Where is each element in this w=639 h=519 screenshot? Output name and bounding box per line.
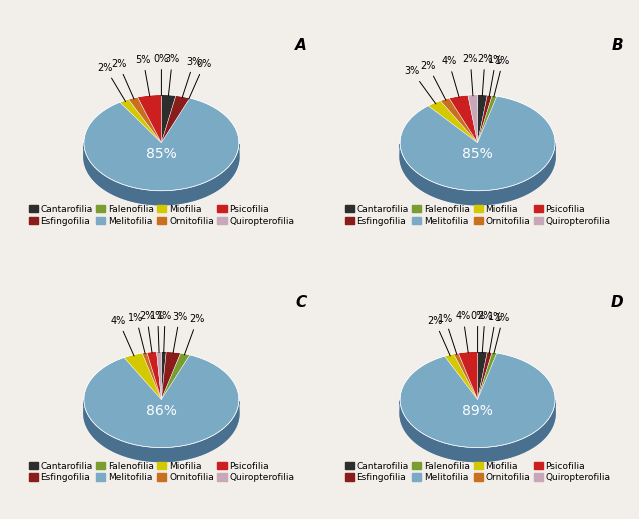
Polygon shape (162, 351, 181, 400)
Text: 0%: 0% (154, 54, 169, 95)
Text: 86%: 86% (146, 404, 177, 418)
Polygon shape (477, 95, 492, 143)
Text: 2%: 2% (98, 63, 126, 102)
Text: 0%: 0% (470, 311, 485, 352)
Polygon shape (84, 143, 239, 204)
Ellipse shape (400, 365, 555, 461)
Text: A: A (295, 38, 307, 53)
Polygon shape (445, 354, 477, 400)
Ellipse shape (400, 108, 555, 204)
Text: 2%: 2% (463, 54, 478, 96)
Polygon shape (157, 351, 162, 400)
Polygon shape (449, 95, 477, 143)
Text: 3%: 3% (172, 312, 187, 353)
Polygon shape (147, 351, 162, 400)
Polygon shape (124, 353, 162, 400)
Polygon shape (477, 352, 497, 400)
Polygon shape (454, 353, 477, 400)
Polygon shape (400, 400, 555, 461)
Text: 89%: 89% (462, 404, 493, 418)
Polygon shape (84, 401, 239, 461)
Text: B: B (612, 38, 623, 53)
Text: 3%: 3% (404, 66, 436, 104)
Text: 1%: 1% (488, 312, 504, 353)
Legend: Cantarofilia, Esfingofilia, Falenofilia, Melitofilia, Miofilia, Ornitofilia, Psi: Cantarofilia, Esfingofilia, Falenofilia,… (27, 203, 296, 227)
Polygon shape (477, 94, 488, 143)
Polygon shape (84, 355, 239, 447)
Polygon shape (120, 99, 162, 143)
Text: 2%: 2% (477, 311, 493, 352)
Polygon shape (458, 351, 477, 400)
Text: C: C (296, 295, 307, 310)
Polygon shape (477, 352, 492, 400)
Text: 4%: 4% (441, 56, 459, 97)
Polygon shape (162, 351, 166, 400)
Polygon shape (128, 97, 162, 143)
Legend: Cantarofilia, Esfingofilia, Falenofilia, Melitofilia, Miofilia, Ornitofilia, Psi: Cantarofilia, Esfingofilia, Falenofilia,… (343, 460, 612, 484)
Text: 2%: 2% (420, 61, 446, 100)
Text: 5%: 5% (135, 55, 151, 97)
Polygon shape (162, 94, 176, 143)
Legend: Cantarofilia, Esfingofilia, Falenofilia, Melitofilia, Miofilia, Ornitofilia, Psi: Cantarofilia, Esfingofilia, Falenofilia,… (343, 203, 612, 227)
Text: 2%: 2% (477, 54, 493, 96)
Text: 1%: 1% (494, 56, 511, 97)
Text: 1%: 1% (494, 312, 511, 354)
Polygon shape (428, 101, 477, 143)
Polygon shape (477, 95, 497, 143)
Text: 1%: 1% (438, 313, 457, 354)
Text: 3%: 3% (165, 54, 180, 96)
Polygon shape (400, 143, 555, 204)
Polygon shape (400, 353, 555, 447)
Text: 1%: 1% (488, 55, 504, 97)
Text: 2%: 2% (139, 311, 155, 353)
Text: 3%: 3% (182, 57, 201, 98)
Text: 85%: 85% (146, 147, 177, 161)
Polygon shape (142, 352, 162, 400)
Polygon shape (400, 96, 555, 191)
Text: 0%: 0% (189, 59, 212, 99)
Text: 1%: 1% (157, 311, 173, 352)
Polygon shape (477, 351, 488, 400)
Ellipse shape (84, 108, 239, 204)
Text: 4%: 4% (111, 316, 134, 356)
Text: 2%: 2% (427, 316, 450, 356)
Text: 1%: 1% (150, 311, 166, 352)
Text: 1%: 1% (128, 312, 145, 354)
Text: 85%: 85% (462, 147, 493, 161)
Legend: Cantarofilia, Esfingofilia, Falenofilia, Melitofilia, Miofilia, Ornitofilia, Psi: Cantarofilia, Esfingofilia, Falenofilia,… (27, 460, 296, 484)
Polygon shape (440, 98, 477, 143)
Text: D: D (611, 295, 623, 310)
Polygon shape (137, 94, 162, 143)
Ellipse shape (84, 365, 239, 461)
Polygon shape (162, 353, 190, 400)
Polygon shape (162, 95, 190, 143)
Text: 4%: 4% (456, 311, 471, 353)
Text: 2%: 2% (185, 315, 205, 355)
Polygon shape (84, 98, 239, 191)
Polygon shape (468, 94, 477, 143)
Text: 2%: 2% (111, 59, 134, 99)
